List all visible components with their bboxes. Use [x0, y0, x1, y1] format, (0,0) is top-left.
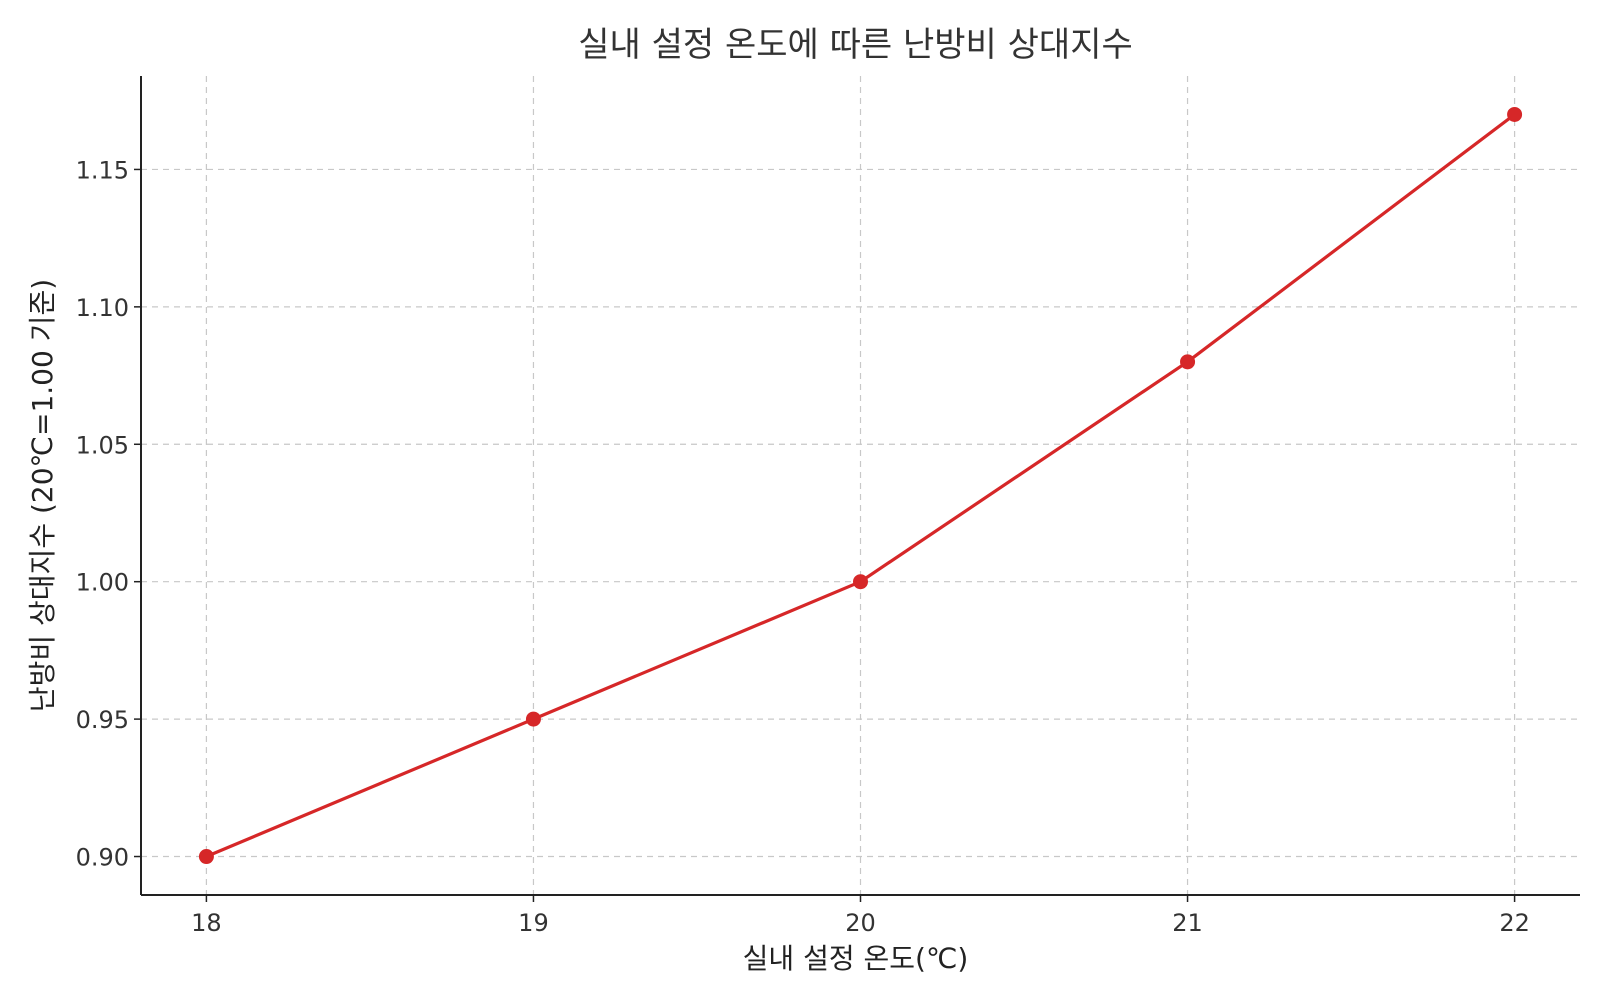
data-point — [853, 574, 868, 590]
ticks-layer: 18 19 20 21 22 0.90 0.95 1.00 1.05 1.10 1.15 — [76, 156, 1530, 937]
y-axis-label: 난방비 상대지수 (20℃=1.00 기준) — [26, 279, 59, 712]
x-axis-label: 실내 설정 온도(℃) — [743, 942, 969, 975]
y-tick-label: 1.15 — [76, 156, 129, 184]
y-tick-label: 0.95 — [76, 706, 129, 734]
data-point — [1180, 354, 1196, 370]
data-point — [1507, 106, 1523, 122]
grid-layer — [141, 76, 1580, 895]
x-tick-label: 18 — [191, 909, 222, 937]
y-tick-label: 1.05 — [76, 431, 129, 459]
y-tick-label: 0.90 — [76, 844, 129, 872]
x-tick-label: 21 — [1172, 909, 1203, 937]
x-tick-label: 20 — [845, 909, 876, 937]
series-layer — [198, 106, 1523, 865]
x-tick-label: 22 — [1499, 909, 1530, 937]
y-tick-label: 1.00 — [76, 569, 129, 597]
data-point — [525, 711, 541, 727]
chart-title: 실내 설정 온도에 따른 난방비 상대지수 — [578, 25, 1133, 65]
x-tick-label: 19 — [518, 909, 549, 937]
data-point — [198, 849, 214, 865]
y-tick-label: 1.10 — [76, 294, 129, 322]
